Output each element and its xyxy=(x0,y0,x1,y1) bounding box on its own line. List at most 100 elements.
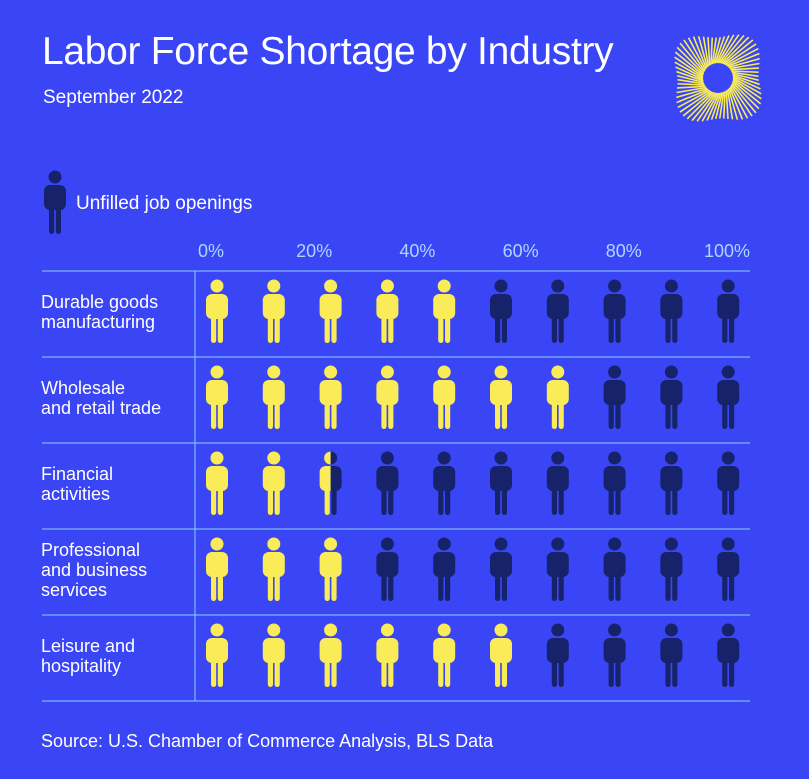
person-icon xyxy=(603,623,626,687)
person-icon xyxy=(603,365,626,429)
logo-ray xyxy=(714,92,724,120)
logo-ray xyxy=(676,88,709,104)
logo-ray xyxy=(701,92,719,122)
logo-ray xyxy=(706,92,721,121)
logo-ray xyxy=(730,84,753,117)
person-icon xyxy=(262,365,285,429)
logo-ray xyxy=(712,36,722,64)
person-icon xyxy=(490,537,512,601)
category-label: Durable goods xyxy=(41,292,158,312)
logo-ray xyxy=(691,92,716,122)
logo-ray xyxy=(710,92,722,120)
legend: Unfilled job openings xyxy=(42,170,252,234)
page-title: Labor Force Shortage by Industry xyxy=(42,30,614,73)
logo-ray xyxy=(732,80,762,105)
x-tick-label: 40% xyxy=(399,241,435,261)
logo-ray xyxy=(729,62,760,70)
logo-ray xyxy=(702,36,710,67)
logo-ray xyxy=(714,36,726,64)
person-icon xyxy=(206,365,228,429)
logo-ray xyxy=(732,74,760,86)
category-label: and retail trade xyxy=(41,398,161,418)
person-icon xyxy=(546,623,569,687)
logo-ray xyxy=(731,70,759,74)
sunburst-logo-icon xyxy=(674,34,762,122)
person-icon xyxy=(717,623,740,687)
logo-ray xyxy=(721,36,750,65)
logo-ray xyxy=(677,89,711,109)
person-icon xyxy=(206,451,228,515)
person-icon xyxy=(717,451,740,515)
logo-ray xyxy=(697,36,709,68)
logo-ray xyxy=(720,34,745,64)
person-icon xyxy=(603,279,626,343)
person-icon xyxy=(490,451,512,515)
person-icon xyxy=(376,623,399,687)
logo-ray xyxy=(722,91,726,119)
person-icon xyxy=(44,170,66,234)
x-tick-label: 0% xyxy=(198,241,224,261)
person-icon xyxy=(319,365,342,429)
person-icon xyxy=(376,279,399,343)
logo-ray xyxy=(728,57,760,69)
person-icon xyxy=(376,365,399,429)
logo-ray xyxy=(679,42,705,73)
source-note: Source: U.S. Chamber of Commerce Analysi… xyxy=(41,731,494,751)
person-icon xyxy=(546,279,569,343)
person-icon xyxy=(206,279,228,343)
logo-ray xyxy=(728,87,744,120)
category-label: services xyxy=(41,580,107,600)
logo-ray xyxy=(732,75,761,90)
category-label: Leisure and xyxy=(41,636,135,656)
person-icon xyxy=(206,623,228,687)
person-icon xyxy=(319,537,342,601)
logo-ray xyxy=(731,81,760,110)
logo-ray xyxy=(676,86,707,94)
logo-ray xyxy=(679,90,712,113)
logo-ray xyxy=(723,39,754,65)
person-icon xyxy=(660,279,683,343)
person-icon xyxy=(490,623,512,687)
person-icon xyxy=(262,279,285,343)
logo-ray xyxy=(727,52,760,68)
person-icon xyxy=(319,451,342,515)
logo-ray xyxy=(724,43,757,66)
person-icon xyxy=(660,623,683,687)
logo-ray xyxy=(676,46,705,75)
person-icon xyxy=(546,537,569,601)
person-icon xyxy=(262,623,285,687)
person-icon xyxy=(546,365,569,429)
logo-center xyxy=(708,68,728,88)
logo-ray xyxy=(675,66,704,81)
logo-ray xyxy=(676,70,704,82)
person-icon xyxy=(717,365,740,429)
logo-ray xyxy=(725,90,729,119)
person-icon xyxy=(603,537,626,601)
person-icon xyxy=(660,451,683,515)
category-label: Professional xyxy=(41,540,140,560)
logo-ray xyxy=(682,91,713,117)
person-icon xyxy=(490,279,512,343)
logo-ray xyxy=(730,67,759,71)
x-tick-label: 100% xyxy=(704,241,750,261)
logo-ray xyxy=(732,78,762,100)
person-icon xyxy=(660,537,683,601)
logo-ray xyxy=(676,74,704,84)
logo-ray xyxy=(732,77,762,95)
logo-ray xyxy=(674,51,704,76)
logo-ray xyxy=(715,35,730,64)
logo-ray xyxy=(731,71,759,78)
logo-ray xyxy=(726,89,734,120)
x-tick-label: 20% xyxy=(296,241,332,261)
logo-ray xyxy=(677,78,705,85)
person-icon xyxy=(262,537,285,601)
person-icon xyxy=(433,623,456,687)
logo-ray xyxy=(683,39,706,72)
x-tick-label: 60% xyxy=(503,241,539,261)
logo-ray xyxy=(687,37,707,71)
logo-ray xyxy=(677,85,706,89)
logo-ray xyxy=(732,72,760,82)
logo-ray xyxy=(710,37,714,65)
person-icon xyxy=(717,537,740,601)
